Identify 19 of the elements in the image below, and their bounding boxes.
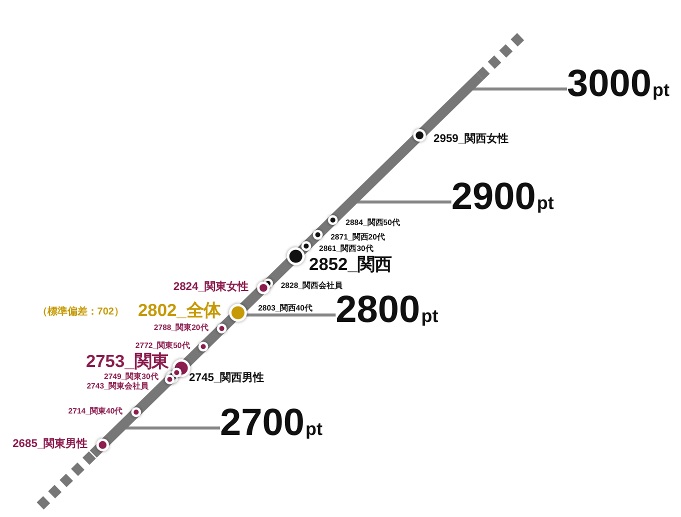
label: _関西女性 [458, 133, 509, 146]
label: _関西 [348, 254, 392, 274]
scale-label: 2700pt [220, 402, 323, 444]
value-label: 2753 [86, 351, 125, 372]
scale-label: 2900pt [451, 176, 554, 218]
value-label: 2745 [189, 372, 214, 384]
label: _関東男性 [37, 438, 88, 450]
value-label: 2824 [173, 281, 198, 294]
value-label: 2685 [12, 438, 38, 450]
label: _関東女性 [198, 281, 248, 294]
scale-label: 2800pt [336, 289, 438, 331]
value-label: 2852 [309, 254, 348, 274]
value-label: 2959 [434, 133, 458, 146]
annotation: （標準偏差：702） [37, 306, 124, 318]
scale-label: 3000pt [567, 63, 670, 105]
label: _関東 [124, 351, 168, 372]
label: _全体 [176, 300, 220, 320]
label: _関西男性 [214, 372, 264, 384]
value-label: 2802 [138, 300, 177, 320]
